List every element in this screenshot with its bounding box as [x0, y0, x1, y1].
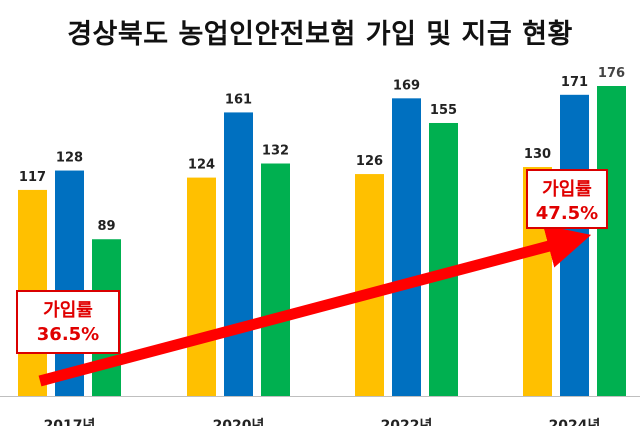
- callout-box: [16, 290, 120, 354]
- x-tick-label: 2024년: [549, 418, 601, 426]
- x-tick-label: 2022년: [381, 418, 433, 426]
- x-tick-label: 2017년: [44, 418, 96, 426]
- bars-layer: [18, 86, 626, 397]
- rate-callout: 가입률 47.5%: [526, 169, 608, 229]
- bar-value-label: 161: [225, 92, 252, 107]
- bar-2-0: [355, 174, 384, 396]
- bar-1-0: [187, 177, 216, 396]
- bar-2-2: [429, 122, 458, 396]
- bar-value-label: 89: [97, 219, 115, 234]
- callouts: 가입률 36.5% 가입률 47.5%: [16, 169, 608, 354]
- bar-value-label: 176: [598, 66, 625, 81]
- rate-callout: 가입률 36.5%: [16, 290, 120, 354]
- callout-box: [526, 169, 608, 229]
- trend-arrow: [38, 224, 592, 387]
- bar-value-label: 128: [56, 151, 83, 166]
- callout-label: 가입률: [43, 299, 93, 321]
- bar-value-label: 169: [393, 78, 420, 93]
- bar-value-label: 132: [262, 144, 289, 159]
- callout-value: 36.5%: [37, 324, 99, 345]
- bar-value-label: 126: [356, 154, 383, 169]
- bar-value-label: 171: [561, 75, 588, 90]
- x-axis: 2017년 2020년 2022년 2024년: [0, 396, 640, 426]
- bar-3-2: [597, 86, 626, 396]
- trend-arrow-layer: [38, 224, 592, 387]
- bar-value-label: 155: [430, 103, 457, 118]
- bar-1-2: [261, 163, 290, 396]
- callout-value: 47.5%: [536, 203, 598, 224]
- chart-title: 경상북도 농업인안전보험 가입 및 지급 현황: [67, 19, 573, 50]
- bar-1-1: [224, 112, 253, 396]
- bar-0-1: [55, 170, 84, 396]
- bar-value-label: 130: [524, 147, 551, 162]
- value-labels: 117 128 89 124 161 132 126 169 155 130 171 176: [19, 66, 625, 234]
- x-tick-label: 2020년: [213, 418, 265, 426]
- callout-label: 가입률: [542, 178, 592, 200]
- bar-2-1: [392, 98, 421, 397]
- bar-value-label: 124: [188, 158, 215, 173]
- bar-value-label: 117: [19, 170, 46, 185]
